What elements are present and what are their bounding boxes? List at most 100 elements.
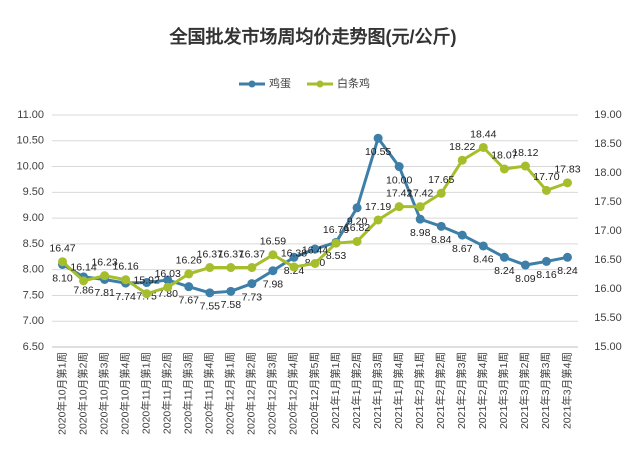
- data-label: 18.12: [512, 147, 538, 159]
- x-tick-label: 2020年11月第3周: [182, 352, 195, 434]
- data-label: 16.37: [197, 248, 223, 260]
- data-point: [142, 289, 152, 299]
- x-tick-label: 2020年11月第1周: [139, 352, 152, 434]
- x-tick-label: 2020年12月第4周: [287, 352, 300, 435]
- y2-tick-label: 16.00: [594, 283, 622, 295]
- x-tick-label: 2021年1月第3周: [371, 352, 384, 429]
- data-point: [331, 238, 341, 248]
- data-point: [310, 244, 320, 254]
- y-tick-label: 10.00: [16, 160, 44, 172]
- data-label: 17.42: [407, 187, 433, 199]
- data-label: 7.80: [158, 288, 179, 300]
- x-tick-label: 2021年3月第1周: [497, 352, 510, 429]
- x-tick-label: 2021年3月第4周: [560, 352, 573, 429]
- data-point: [289, 262, 299, 272]
- data-point: [352, 236, 362, 246]
- data-label: 9.20: [347, 216, 368, 228]
- data-label: 8.46: [473, 254, 494, 266]
- x-tick-label: 2020年12月第2周: [245, 352, 258, 435]
- data-point: [478, 142, 488, 152]
- y-tick-label: 8.50: [23, 238, 44, 250]
- data-point: [79, 276, 89, 286]
- data-label: 16.47: [49, 243, 75, 255]
- x-tick-label: 2021年2月第4周: [476, 352, 489, 429]
- y2-tick-label: 18.00: [594, 167, 622, 179]
- data-label: 17.42: [386, 187, 412, 199]
- data-label: 8.09: [515, 273, 536, 285]
- y-tick-label: 7.50: [23, 289, 44, 301]
- data-label: 10.00: [386, 174, 412, 186]
- data-label: 16.03: [155, 268, 181, 280]
- data-point: [247, 263, 257, 273]
- x-tick-label: 2020年10月第4周: [118, 352, 131, 435]
- y-tick-label: 11.00: [17, 109, 44, 121]
- data-point: [520, 260, 530, 270]
- x-tick-label: 2020年12月第1周: [224, 352, 237, 435]
- y-tick-label: 9.50: [23, 186, 44, 198]
- data-label: 16.82: [344, 222, 370, 234]
- x-tick-label: 2021年1月第4周: [392, 352, 405, 429]
- data-point: [415, 214, 425, 224]
- y-tick-label: 9.00: [23, 212, 44, 224]
- y2-tick-label: 19.00: [594, 109, 622, 121]
- data-point: [520, 161, 530, 171]
- data-point: [289, 252, 299, 262]
- data-point: [457, 155, 467, 165]
- data-label: 8.67: [452, 243, 473, 255]
- data-label: 16.23: [91, 256, 117, 268]
- data-point: [205, 263, 215, 273]
- data-point: [562, 252, 572, 262]
- data-label: 8.10: [52, 272, 73, 284]
- data-label: 7.86: [73, 285, 94, 297]
- data-label: 7.98: [263, 278, 284, 290]
- data-label: 18.07: [491, 150, 517, 162]
- data-point: [310, 258, 320, 268]
- data-label: 18.22: [449, 141, 475, 153]
- data-point: [499, 164, 509, 174]
- x-tick-label: 2021年2月第2周: [434, 352, 447, 429]
- data-point: [184, 269, 194, 279]
- data-point: [478, 241, 488, 251]
- data-point: [184, 282, 194, 292]
- data-label: 8.24: [557, 265, 578, 277]
- data-point: [58, 257, 68, 267]
- y2-tick-label: 17.00: [594, 225, 622, 237]
- data-point: [541, 185, 551, 195]
- data-label: 8.24: [494, 265, 515, 277]
- data-label: 10.55: [365, 146, 391, 158]
- y-tick-label: 7.00: [23, 315, 44, 327]
- data-label: 8.53: [326, 250, 347, 262]
- x-tick-label: 2020年12月第3周: [266, 352, 279, 435]
- data-point: [100, 271, 110, 281]
- data-label: 8.84: [431, 234, 452, 246]
- data-label: 16.59: [260, 236, 286, 248]
- x-tick-label: 2020年10月第2周: [76, 352, 89, 435]
- data-label: 17.65: [428, 174, 454, 186]
- data-point: [394, 202, 404, 212]
- data-point: [352, 203, 362, 213]
- data-label: 16.37: [218, 248, 244, 260]
- data-label: 7.81: [94, 287, 115, 299]
- x-tick-label: 2021年3月第2周: [518, 352, 531, 429]
- data-point: [499, 252, 509, 262]
- x-tick-label: 2020年11月第4周: [203, 352, 216, 434]
- data-label: 7.73: [242, 291, 263, 303]
- data-point: [205, 288, 215, 298]
- x-tick-label: 2021年1月第2周: [350, 352, 363, 429]
- y-tick-label: 8.00: [23, 264, 44, 276]
- data-point: [142, 278, 152, 288]
- y-tick-label: 6.50: [23, 341, 44, 353]
- data-point: [247, 279, 257, 289]
- data-label: 17.70: [533, 171, 559, 183]
- data-label: 8.98: [410, 227, 431, 239]
- data-point: [163, 282, 173, 292]
- x-tick-label: 2021年2月第1周: [413, 352, 426, 429]
- data-point: [436, 221, 446, 231]
- data-label: 18.44: [470, 128, 496, 140]
- data-point: [436, 188, 446, 198]
- data-label: 7.58: [221, 299, 242, 311]
- data-point: [226, 263, 236, 273]
- data-label: 16.79: [323, 224, 349, 236]
